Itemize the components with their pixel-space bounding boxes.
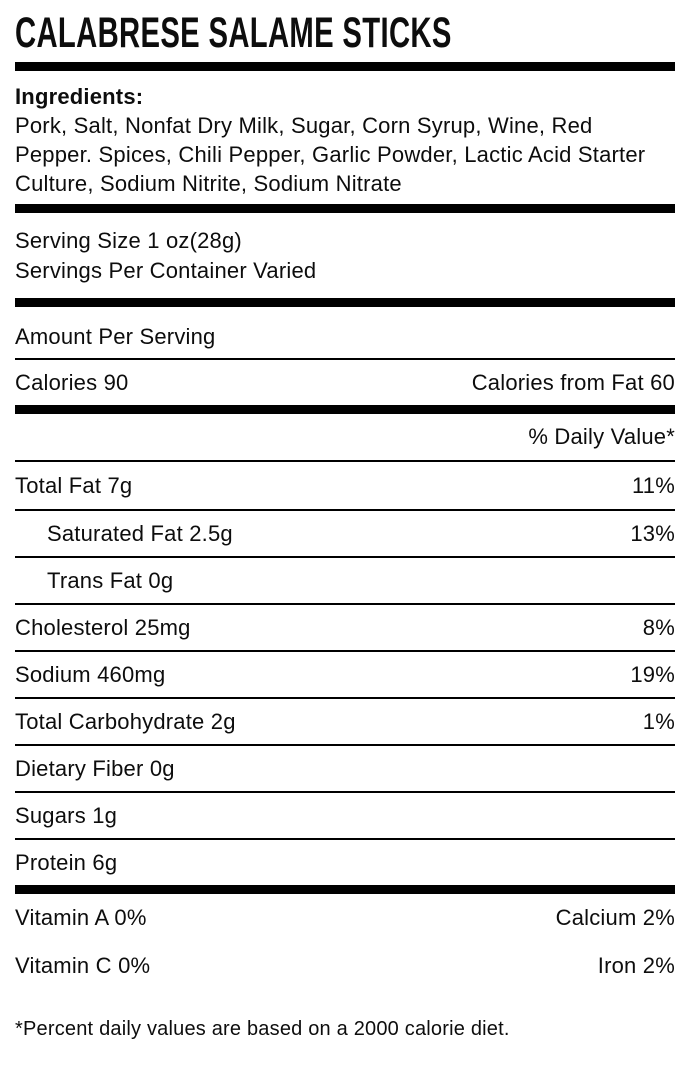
nutrition-label: CALABRESE SALAME STICKS Ingredients: Por… bbox=[0, 12, 690, 1072]
nutrient-label: Dietary Fiber 0g bbox=[15, 755, 175, 781]
nutrient-daily-value: 19% bbox=[630, 661, 675, 687]
calories-row: Calories 90 Calories from Fat 60 bbox=[15, 358, 675, 405]
nutrient-row-protein: Protein 6g bbox=[15, 838, 675, 885]
nutrient-row-sugars: Sugars 1g bbox=[15, 791, 675, 838]
ingredients-text: Pork, Salt, Nonfat Dry Milk, Sugar, Corn… bbox=[15, 113, 646, 196]
ingredients-heading: Ingredients: bbox=[15, 84, 144, 109]
nutrient-rows: Total Fat 7g 11% Saturated Fat 2.5g 13% … bbox=[15, 460, 675, 885]
nutrient-row-sodium: Sodium 460mg 19% bbox=[15, 650, 675, 697]
vitamin-row-a-calcium: Vitamin A 0% Calcium 2% bbox=[15, 894, 675, 942]
vitamin-c-value: Vitamin C 0% bbox=[15, 953, 151, 978]
nutrient-label: Sugars 1g bbox=[15, 802, 118, 828]
serving-size: Serving Size 1 oz(28g) bbox=[15, 228, 242, 253]
daily-value-header: % Daily Value* bbox=[528, 424, 675, 449]
divider-thick-serving bbox=[15, 298, 675, 307]
nutrient-label: Total Carbohydrate 2g bbox=[15, 708, 236, 734]
title-wrap: CALABRESE SALAME STICKS bbox=[15, 9, 675, 57]
nutrient-row-total-fat: Total Fat 7g 11% bbox=[15, 462, 675, 509]
ingredients-section: Ingredients: Pork, Salt, Nonfat Dry Milk… bbox=[15, 71, 675, 204]
nutrient-label: Cholesterol 25mg bbox=[15, 614, 191, 640]
divider-thick-top bbox=[15, 62, 675, 71]
nutrient-daily-value: 1% bbox=[642, 708, 675, 734]
nutrient-row-dietary-fiber: Dietary Fiber 0g bbox=[15, 744, 675, 791]
calories-from-fat-value: Calories from Fat 60 bbox=[471, 369, 675, 395]
divider-thick-vitamins bbox=[15, 885, 675, 894]
divider-thick-ingredients bbox=[15, 204, 675, 213]
amount-per-serving-heading: Amount Per Serving bbox=[15, 324, 216, 349]
nutrient-label: Sodium 460mg bbox=[15, 661, 166, 687]
nutrient-daily-value: 8% bbox=[642, 614, 675, 640]
nutrient-label: Saturated Fat 2.5g bbox=[47, 520, 233, 546]
serving-section: Serving Size 1 oz(28g) Servings Per Cont… bbox=[15, 213, 675, 298]
iron-value: Iron 2% bbox=[597, 953, 675, 978]
calories-value: Calories 90 bbox=[15, 369, 129, 395]
nutrient-row-saturated-fat: Saturated Fat 2.5g 13% bbox=[15, 509, 675, 556]
calcium-value: Calcium 2% bbox=[555, 905, 675, 930]
divider-thick-calories bbox=[15, 405, 675, 414]
nutrient-row-total-carbohydrate: Total Carbohydrate 2g 1% bbox=[15, 697, 675, 744]
vitamin-row-c-iron: Vitamin C 0% Iron 2% bbox=[15, 942, 675, 990]
product-title: CALABRESE SALAME STICKS bbox=[15, 9, 452, 57]
nutrient-row-trans-fat: Trans Fat 0g bbox=[15, 556, 675, 603]
nutrient-label: Protein 6g bbox=[15, 849, 118, 875]
nutrient-daily-value: 13% bbox=[630, 520, 675, 546]
vitamin-a-value: Vitamin A 0% bbox=[15, 905, 147, 930]
nutrient-row-cholesterol: Cholesterol 25mg 8% bbox=[15, 603, 675, 650]
nutrient-label: Trans Fat 0g bbox=[47, 567, 174, 593]
daily-value-footnote: *Percent daily values are based on a 200… bbox=[15, 1018, 510, 1040]
nutrient-label: Total Fat 7g bbox=[15, 472, 133, 498]
nutrient-daily-value: 11% bbox=[632, 472, 675, 498]
servings-per-container: Servings Per Container Varied bbox=[15, 258, 317, 283]
